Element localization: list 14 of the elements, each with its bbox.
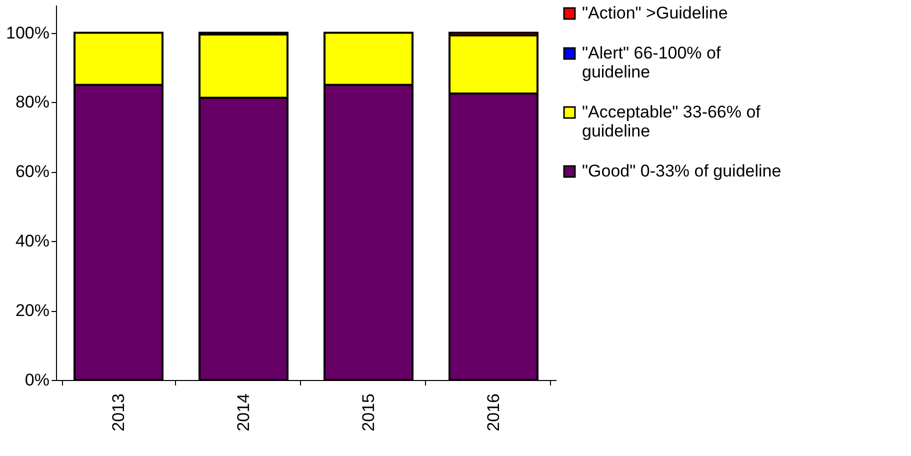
y-tick-label: 20% bbox=[15, 301, 50, 320]
x-tick-label: 2016 bbox=[484, 394, 503, 432]
legend-label: "Action" >Guideline bbox=[582, 4, 728, 22]
y-tick-label: 0% bbox=[24, 370, 50, 390]
y-tick-label: 60% bbox=[15, 162, 50, 182]
legend-label: "Good" 0-33% of guideline bbox=[582, 162, 782, 180]
legend-label: "Acceptable" 33-66% of guideline bbox=[582, 102, 761, 140]
x-tick-label: 2014 bbox=[234, 394, 253, 432]
y-tick-label: 80% bbox=[15, 92, 50, 112]
y-tick-label: 40% bbox=[15, 232, 50, 251]
legend-label: "Alert" 66-100% of guideline bbox=[582, 44, 721, 82]
x-tick-label: 2015 bbox=[359, 394, 378, 432]
y-tick-label: 100% bbox=[6, 23, 50, 42]
x-tick-label: 2013 bbox=[109, 394, 128, 432]
